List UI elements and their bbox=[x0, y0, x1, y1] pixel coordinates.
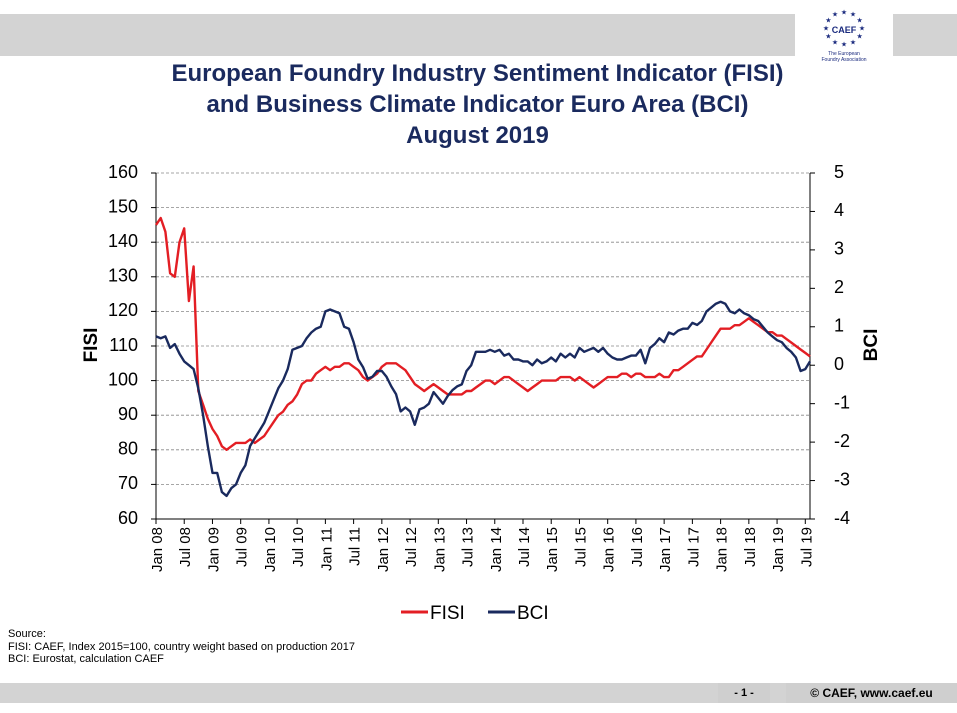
top-bar-left bbox=[0, 14, 795, 56]
x-tick-label: Jan 13 bbox=[431, 527, 448, 572]
star-icon: ★ bbox=[850, 11, 856, 19]
x-tick-label: Jan 09 bbox=[205, 527, 222, 572]
x-axis-ticks: Jan 08 Jul 08 Jan 09 Jul 09 Jan 10 Jul 10 Jan … bbox=[149, 519, 815, 572]
star-icon: ★ bbox=[850, 38, 856, 46]
star-icon: ★ bbox=[825, 33, 831, 41]
x-tick-label: Jan 18 bbox=[714, 527, 731, 572]
source-label: Source: bbox=[8, 628, 46, 640]
page-number: - 1 - bbox=[718, 683, 770, 703]
series-line-bci bbox=[155, 300, 812, 498]
x-tick-label: Jan 15 bbox=[544, 527, 561, 572]
logo-subtitle-1: The European bbox=[828, 51, 860, 57]
star-icon: ★ bbox=[856, 17, 862, 25]
y2-tick-label: 3 bbox=[834, 239, 844, 259]
x-tick-label: Jan 14 bbox=[488, 527, 505, 572]
y-tick-label: 90 bbox=[118, 404, 138, 424]
y2-tick-label: 0 bbox=[834, 354, 844, 374]
x-tick-label: Jul 17 bbox=[685, 527, 702, 567]
y-tick-label: 150 bbox=[108, 196, 138, 216]
source-line-2: BCI: Eurostat, calculation CAEF bbox=[8, 653, 164, 665]
x-tick-label: Jan 12 bbox=[375, 527, 392, 572]
x-tick-label: Jan 16 bbox=[601, 527, 618, 572]
y-tick-label: 110 bbox=[109, 335, 138, 355]
top-bar-right bbox=[893, 14, 957, 56]
y2-tick-label: 5 bbox=[834, 162, 844, 182]
x-tick-label: Jul 11 bbox=[347, 527, 364, 566]
star-icon: ★ bbox=[841, 9, 847, 17]
source-note: Source: FISI: CAEF, Index 2015=100, coun… bbox=[8, 628, 355, 666]
star-icon: ★ bbox=[823, 25, 829, 33]
x-tick-label: Jul 09 bbox=[234, 527, 251, 567]
y2-tick-label: -1 bbox=[834, 392, 850, 412]
chart-title: European Foundry Industry Sentiment Indi… bbox=[80, 58, 875, 151]
x-tick-label: Jan 19 bbox=[770, 527, 787, 572]
logo-subtitle-2: Foundry Association bbox=[821, 57, 866, 63]
x-tick-label: Jan 08 bbox=[149, 527, 166, 572]
star-icon: ★ bbox=[825, 17, 831, 25]
y2-tick-label: -4 bbox=[834, 508, 850, 528]
legend: FISI BCI bbox=[401, 603, 549, 624]
x-tick-label: Jan 17 bbox=[657, 527, 674, 572]
y-tick-label: 120 bbox=[108, 300, 138, 320]
footer-bar bbox=[0, 683, 957, 703]
star-icon: ★ bbox=[859, 25, 865, 33]
y2-tick-label: 1 bbox=[834, 316, 844, 336]
x-tick-label: Jul 18 bbox=[742, 527, 759, 567]
legend-bci-label: BCI bbox=[517, 603, 549, 624]
title-line-1: European Foundry Industry Sentiment Indi… bbox=[171, 60, 784, 87]
x-tick-label: Jul 16 bbox=[629, 527, 646, 567]
y2-tick-label: -2 bbox=[834, 431, 850, 451]
y-tick-label: 130 bbox=[108, 266, 138, 286]
y2-tick-label: 4 bbox=[834, 200, 844, 220]
right-axis-ticks: -4 -3 -2 -1 0 1 2 3 4 5 bbox=[810, 162, 850, 528]
star-ring-icon: ★★★★★★★★★ ★ ★★ bbox=[823, 9, 865, 49]
source-line-1: FISI: CAEF, Index 2015=100, country weig… bbox=[8, 640, 356, 653]
x-tick-label: Jul 08 bbox=[177, 527, 194, 567]
x-tick-label: Jul 14 bbox=[516, 527, 533, 567]
legend-fisi-label: FISI bbox=[430, 603, 465, 624]
star-icon: ★ bbox=[856, 33, 862, 41]
left-axis-ticks: 60 70 80 90 100 110 120 130 140 150 160 bbox=[108, 162, 156, 528]
logo-text: CAEF bbox=[832, 25, 857, 35]
copyright: © CAEF, www.caef.eu bbox=[786, 683, 957, 703]
x-tick-label: Jul 12 bbox=[403, 527, 420, 567]
y2-tick-label: -3 bbox=[834, 469, 850, 489]
star-icon: ★ bbox=[832, 38, 838, 46]
title-line-3: August 2019 bbox=[406, 122, 549, 149]
y-tick-label: 60 bbox=[118, 508, 138, 528]
x-tick-label: Jan 11 bbox=[318, 527, 335, 571]
y2-tick-label: 2 bbox=[834, 277, 844, 297]
right-axis-label: BCI bbox=[861, 329, 882, 362]
y-tick-label: 140 bbox=[108, 231, 138, 251]
x-tick-label: Jul 15 bbox=[572, 527, 589, 567]
y-tick-label: 80 bbox=[118, 439, 138, 459]
star-icon: ★ bbox=[841, 41, 847, 49]
caef-logo: ★ ★ ★ ★ ★ ★ ★ ★ ★ ★ ★ ★ CAEF The European Foundry A… bbox=[804, 6, 884, 68]
y-tick-label: 160 bbox=[108, 162, 138, 182]
series-lines bbox=[155, 216, 812, 498]
y-tick-label: 70 bbox=[118, 473, 138, 493]
gridlines bbox=[156, 172, 810, 485]
series-line-fisi bbox=[155, 216, 811, 451]
star-icon: ★ bbox=[832, 11, 838, 19]
title-line-2: and Business Climate Indicator Euro Area… bbox=[206, 91, 749, 118]
x-tick-label: Jul 19 bbox=[798, 527, 815, 567]
y-tick-label: 100 bbox=[108, 369, 138, 389]
x-tick-label: Jul 10 bbox=[290, 527, 307, 567]
x-tick-label: Jul 13 bbox=[460, 527, 477, 567]
left-axis-label: FISI bbox=[81, 328, 102, 363]
x-tick-label: Jan 10 bbox=[262, 527, 279, 572]
